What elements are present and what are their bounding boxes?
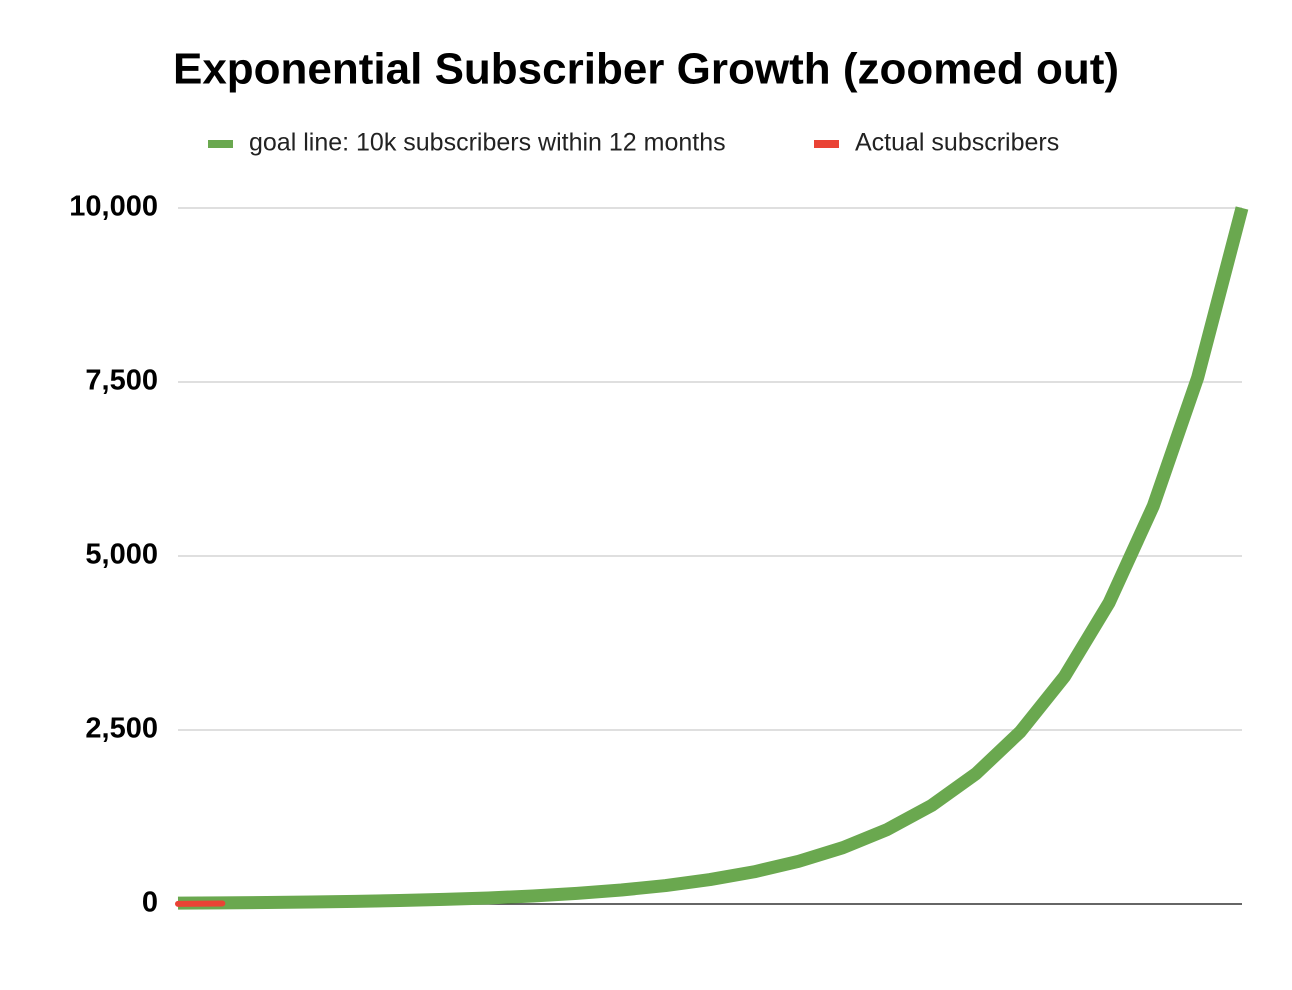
y-tick-label: 2,500 bbox=[85, 713, 158, 745]
y-tick-label: 5,000 bbox=[85, 539, 158, 571]
chart-title: Exponential Subscriber Growth (zoomed ou… bbox=[173, 45, 1119, 94]
series-line bbox=[177, 206, 1249, 910]
legend-label: Actual subscribers bbox=[855, 129, 1059, 157]
y-tick-label: 7,500 bbox=[85, 365, 158, 397]
legend-swatch bbox=[814, 140, 839, 148]
y-tick-label: 0 bbox=[142, 887, 158, 919]
legend-label: goal line: 10k subscribers within 12 mon… bbox=[249, 129, 726, 157]
y-tick-label: 10,000 bbox=[69, 191, 158, 223]
legend-swatch bbox=[208, 140, 233, 148]
